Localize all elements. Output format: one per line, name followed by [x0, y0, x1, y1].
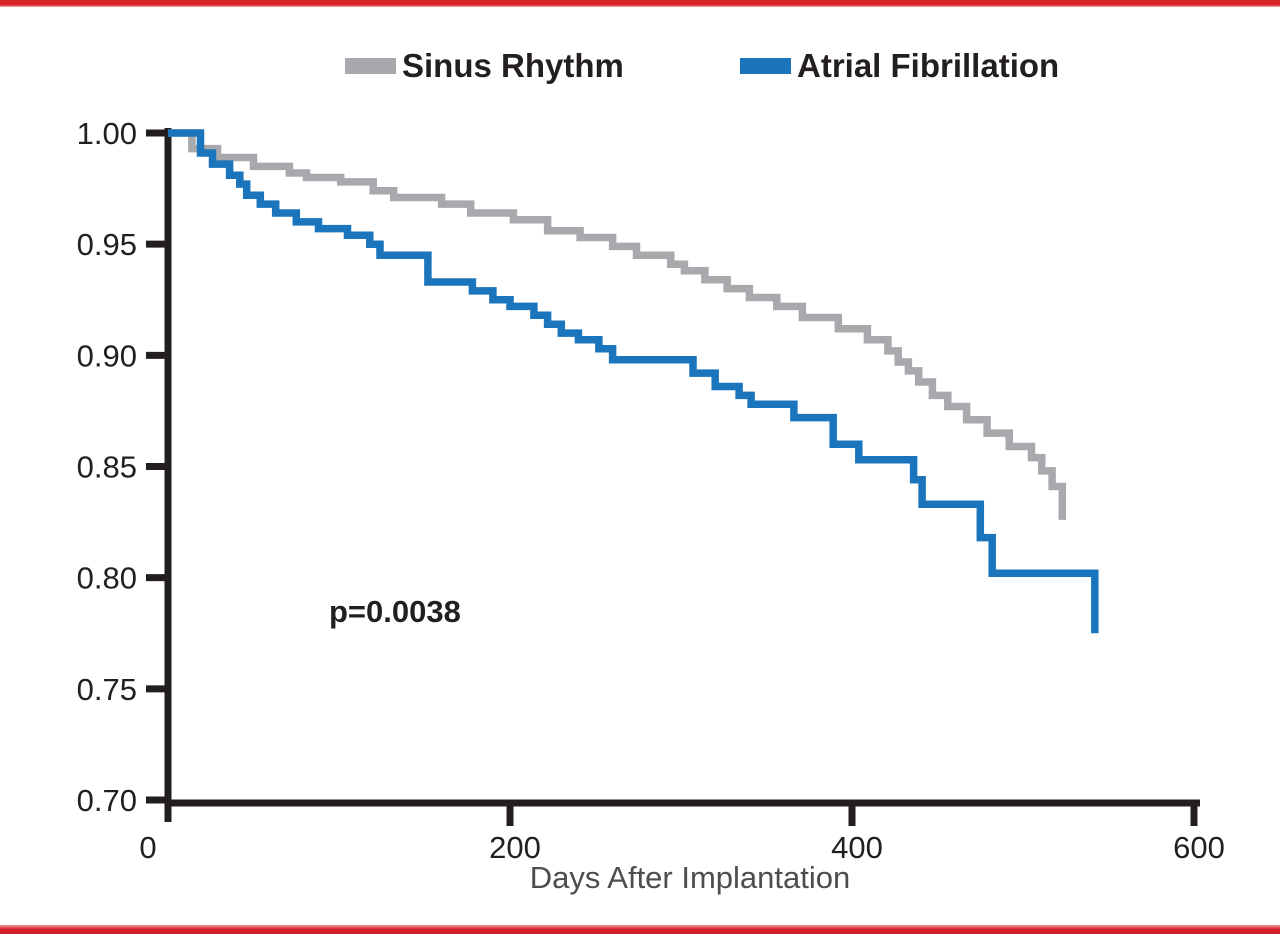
svg-text:0.70: 0.70	[77, 783, 137, 818]
legend-label-sinus-rhythm: Sinus Rhythm	[402, 47, 624, 84]
legend-item-atrial-fibrillation: Atrial Fibrillation	[740, 47, 1059, 85]
legend-item-sinus-rhythm: Sinus Rhythm	[345, 47, 624, 85]
svg-text:0.80: 0.80	[77, 561, 137, 596]
legend-swatch-sinus-rhythm	[345, 58, 396, 74]
svg-text:0.85: 0.85	[77, 450, 137, 485]
x-axis-title: Days After Implantation	[529, 860, 851, 895]
svg-text:0.95: 0.95	[77, 227, 137, 262]
top-red-border	[0, 0, 1280, 7]
svg-text:1.00: 1.00	[77, 116, 137, 151]
svg-text:400: 400	[831, 830, 883, 865]
legend-swatch-atrial-fibrillation	[740, 58, 791, 74]
legend-label-atrial-fibrillation: Atrial Fibrillation	[797, 47, 1060, 84]
svg-text:0.75: 0.75	[77, 672, 137, 707]
svg-text:600: 600	[1173, 830, 1225, 865]
svg-text:200: 200	[489, 830, 541, 865]
svg-text:0: 0	[139, 830, 156, 865]
bottom-red-border	[0, 925, 1280, 934]
p-value-annotation: p=0.0038	[329, 594, 461, 629]
svg-text:0.90: 0.90	[77, 338, 137, 373]
